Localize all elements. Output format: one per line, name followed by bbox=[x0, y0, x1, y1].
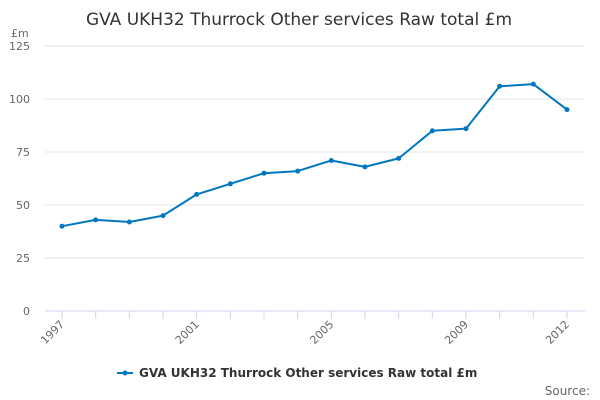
data-point bbox=[429, 128, 435, 134]
data-point bbox=[463, 126, 469, 132]
y-tick-label: 0 bbox=[23, 305, 30, 318]
data-point bbox=[362, 164, 368, 170]
data-point bbox=[59, 223, 65, 229]
legend-item[interactable]: GVA UKH32 Thurrock Other services Raw to… bbox=[117, 366, 477, 380]
data-point bbox=[396, 155, 402, 161]
y-tick-label: 125 bbox=[9, 40, 30, 53]
y-tick-label: 75 bbox=[16, 146, 30, 159]
x-tick-label: 2009 bbox=[442, 318, 471, 347]
data-point bbox=[530, 81, 536, 87]
x-tick-label: 1997 bbox=[38, 318, 67, 347]
data-point bbox=[328, 157, 334, 163]
data-point bbox=[497, 83, 503, 89]
data-point bbox=[194, 191, 200, 197]
data-point bbox=[295, 168, 301, 174]
y-tick-label: 25 bbox=[16, 252, 30, 265]
data-point bbox=[126, 219, 132, 225]
x-tick-label: 2001 bbox=[173, 318, 202, 347]
data-point bbox=[564, 107, 570, 113]
legend-label: GVA UKH32 Thurrock Other services Raw to… bbox=[139, 366, 477, 380]
series-line bbox=[61, 83, 568, 228]
data-point bbox=[227, 181, 233, 187]
credit-text: Source: bbox=[545, 384, 590, 398]
legend-marker bbox=[122, 370, 128, 376]
x-tick-label: 2012 bbox=[543, 318, 572, 347]
y-tick-label: 100 bbox=[9, 93, 30, 106]
data-point bbox=[160, 213, 166, 219]
x-tick-label: 2005 bbox=[307, 318, 336, 347]
data-point bbox=[261, 170, 267, 176]
data-point bbox=[93, 217, 99, 223]
y-tick-label: 50 bbox=[16, 199, 30, 212]
y-axis-label: £m bbox=[11, 27, 29, 40]
chart-title: GVA UKH32 Thurrock Other services Raw to… bbox=[86, 10, 512, 30]
